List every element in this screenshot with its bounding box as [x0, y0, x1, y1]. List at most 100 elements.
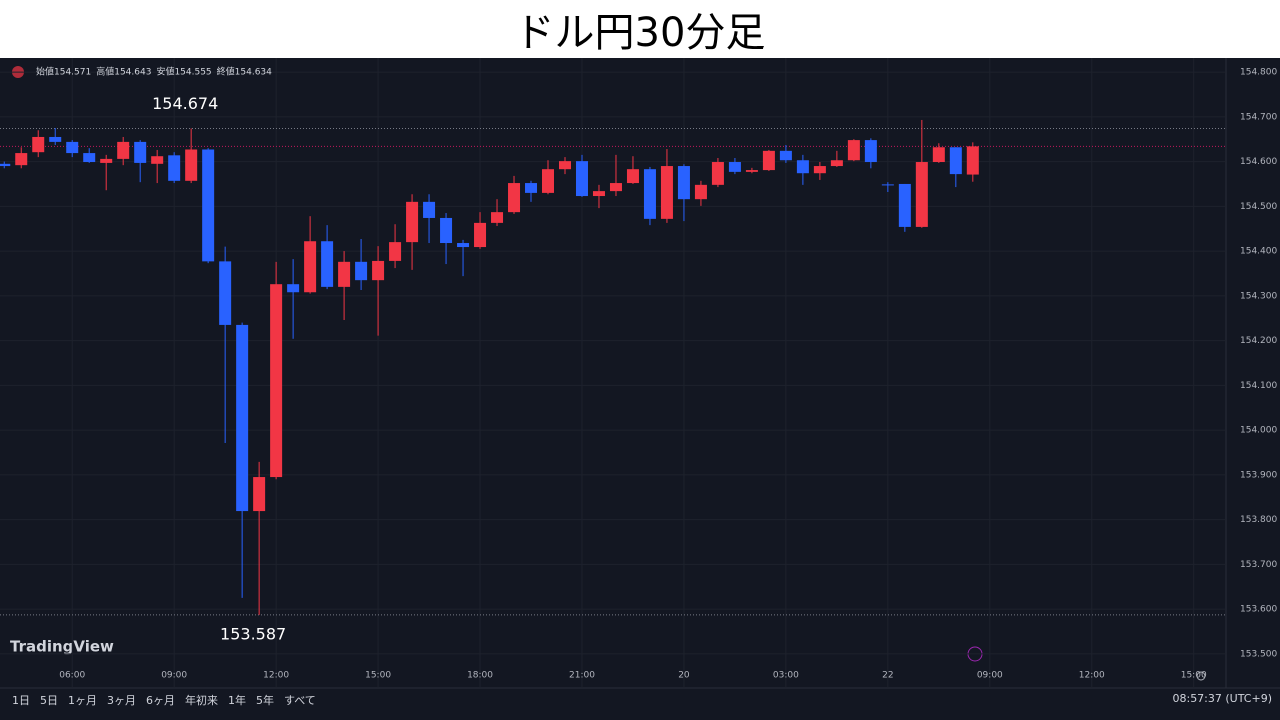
candle-body: [745, 170, 758, 172]
x-tick-label: 18:00: [467, 671, 493, 681]
y-tick-label: 154.500: [1240, 202, 1277, 212]
candle-body: [236, 324, 249, 512]
candle-body: [355, 261, 368, 281]
candle-body: [575, 161, 588, 197]
y-tick-label: 154.800: [1240, 68, 1277, 78]
candle-body: [134, 141, 147, 163]
y-tick-label: 153.500: [1240, 649, 1277, 659]
candle-body: [406, 201, 419, 243]
y-tick-label: 153.800: [1240, 515, 1277, 525]
y-tick-label: 154.300: [1240, 291, 1277, 301]
annotation: 154.674: [152, 94, 218, 113]
x-tick-label: 15:00: [365, 671, 391, 681]
x-tick-label: 22: [882, 671, 893, 681]
x-tick-label: 09:00: [977, 671, 1003, 681]
candle-body: [830, 160, 843, 167]
range-button[interactable]: 1日: [12, 694, 30, 707]
candle-body: [881, 184, 894, 186]
ohlc-legend: 安値154.555: [156, 66, 211, 78]
range-button[interactable]: すべて: [284, 694, 316, 707]
y-tick-label: 154.000: [1240, 426, 1277, 436]
candle-body: [83, 153, 96, 163]
candle-body: [15, 153, 28, 166]
x-tick-label: 20: [678, 671, 690, 681]
candle-body: [100, 158, 113, 163]
candle-body: [389, 242, 402, 261]
range-button[interactable]: 5日: [40, 694, 58, 707]
candle-body: [151, 156, 164, 164]
settings-icon[interactable]: [1196, 671, 1206, 681]
range-button[interactable]: 1年: [228, 694, 246, 707]
range-button[interactable]: 年初来: [185, 694, 218, 707]
candle-body: [558, 161, 571, 170]
candle-body: [762, 150, 775, 171]
y-tick-label: 154.200: [1240, 336, 1277, 346]
candle-body: [304, 241, 317, 293]
y-tick-label: 154.100: [1240, 381, 1277, 391]
candle-body: [321, 241, 334, 287]
candle-body: [779, 150, 792, 161]
candle-body: [117, 141, 130, 159]
x-tick-label: 03:00: [773, 671, 799, 681]
y-tick-label: 154.600: [1240, 157, 1277, 167]
candle-body: [813, 166, 826, 174]
clock: 08:57:37 (UTC+9): [1172, 692, 1272, 705]
y-tick-label: 153.700: [1240, 560, 1277, 570]
x-tick-label: 12:00: [1079, 671, 1105, 681]
range-button[interactable]: 1ヶ月: [68, 694, 97, 707]
candle-body: [711, 162, 724, 185]
candle-body: [864, 140, 877, 163]
y-tick-label: 154.700: [1240, 112, 1277, 122]
x-tick-label: 12:00: [263, 671, 289, 681]
range-button[interactable]: 3ヶ月: [107, 694, 136, 707]
candle-body: [525, 183, 538, 193]
candle-body: [660, 166, 673, 219]
range-button[interactable]: 5年: [256, 694, 274, 707]
candle-body: [626, 169, 639, 184]
candle-body: [932, 147, 945, 163]
y-tick-label: 153.600: [1240, 605, 1277, 615]
candle-body: [49, 136, 62, 142]
candle-body: [949, 147, 962, 175]
ohlc-legend: 始値154.571: [36, 66, 91, 78]
candle-body: [0, 163, 11, 167]
candle-body: [643, 169, 656, 219]
candle-body: [423, 201, 436, 218]
y-tick-label: 153.900: [1240, 470, 1277, 480]
ohlc-legend: 終値154.634: [217, 66, 272, 78]
candle-body: [270, 284, 283, 478]
candle-body: [202, 149, 215, 262]
candle-body: [898, 183, 911, 227]
ohlc-legend: 高値154.643: [96, 66, 151, 78]
candle-body: [474, 222, 487, 248]
range-button[interactable]: 6ヶ月: [146, 694, 175, 707]
x-tick-label: 09:00: [161, 671, 187, 681]
candle-body: [542, 169, 555, 193]
x-tick-label: 21:00: [569, 671, 595, 681]
candle-body: [677, 166, 690, 200]
watermark: TradingView: [10, 638, 114, 656]
candle-body: [66, 141, 79, 154]
candle-body: [609, 183, 622, 192]
x-tick-label: 06:00: [59, 671, 85, 681]
candle-body: [508, 183, 521, 213]
x-tick-label: 15:00: [1181, 671, 1207, 681]
chart: TradingView 153.500 153.600 153.700 153.800…: [0, 58, 1280, 720]
candle-body: [491, 212, 504, 223]
candle-body: [966, 146, 979, 175]
candle-body: [457, 243, 470, 248]
y-tick-label: 154.400: [1240, 247, 1277, 257]
page-title: ドル円30分足: [514, 10, 766, 56]
annotation: 153.587: [220, 624, 286, 643]
candle-body: [592, 191, 605, 197]
candle-body: [338, 261, 351, 287]
candle-body: [440, 217, 453, 244]
candle-body: [287, 284, 300, 293]
candle-body: [372, 260, 385, 281]
candle-body: [847, 140, 860, 161]
candle-body: [796, 160, 809, 174]
candle-body: [32, 136, 45, 153]
candle-body: [219, 261, 232, 325]
candle-body: [915, 162, 928, 227]
